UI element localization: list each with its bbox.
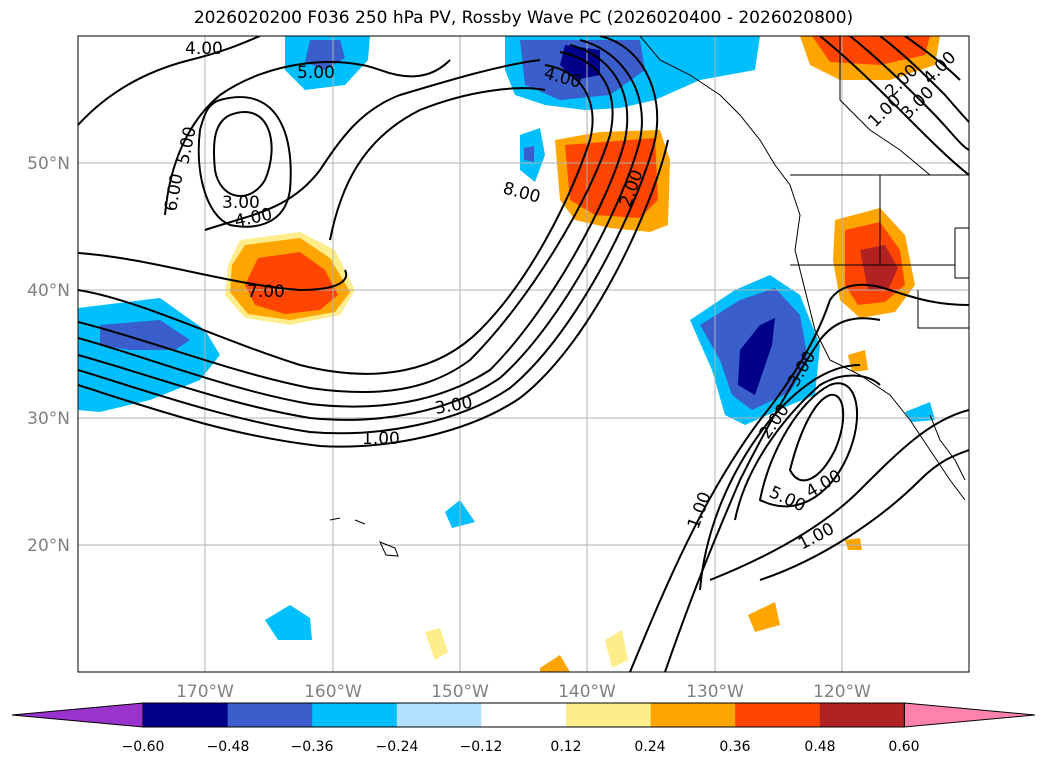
colorbar-box bbox=[650, 703, 736, 727]
colorbar-box bbox=[735, 703, 821, 727]
colorbar-extend-max bbox=[903, 702, 1036, 728]
colorbar-ticks: −0.60 −0.48 −0.36 −0.24 −0.12 0.12 0.24 … bbox=[122, 739, 920, 755]
contour-label: 7.00 bbox=[247, 282, 285, 302]
map-title: 2026020200 F036 250 hPa PV, Rossby Wave … bbox=[193, 8, 854, 28]
colorbar: −0.60 −0.48 −0.36 −0.24 −0.12 0.12 0.24 … bbox=[11, 702, 1036, 755]
colorbar-tick-label: −0.24 bbox=[376, 739, 419, 755]
colorbar-tick-label: 0.12 bbox=[550, 739, 581, 755]
coastlines bbox=[329, 36, 969, 557]
contour-label: 1.00 bbox=[362, 429, 400, 449]
colorbar-tick-label: 0.36 bbox=[719, 739, 750, 755]
latitude-labels: 50°N 40°N 30°N 20°N bbox=[27, 154, 70, 556]
lat-label: 50°N bbox=[27, 154, 70, 174]
lon-label: 170°W bbox=[176, 682, 234, 702]
colorbar-extend-min bbox=[11, 702, 144, 728]
lon-label: 120°W bbox=[813, 682, 871, 702]
colorbar-box bbox=[819, 703, 905, 727]
lon-label: 160°W bbox=[304, 682, 362, 702]
colorbar-box bbox=[312, 703, 398, 727]
colorbar-box bbox=[143, 703, 229, 727]
lon-label: 150°W bbox=[431, 682, 489, 702]
colorbar-tick-label: 0.24 bbox=[634, 739, 665, 755]
pv-contours bbox=[78, 36, 969, 672]
colorbar-boxes bbox=[11, 702, 1036, 728]
contour-label: 5.00 bbox=[297, 63, 335, 83]
colorbar-box bbox=[481, 703, 567, 727]
pv-anomaly-shading bbox=[78, 36, 940, 672]
colorbar-tick-label: −0.48 bbox=[207, 739, 250, 755]
colorbar-tick-label: 0.60 bbox=[888, 739, 919, 755]
colorbar-tick-label: −0.36 bbox=[291, 739, 334, 755]
colorbar-tick-label: 0.48 bbox=[804, 739, 835, 755]
gridlines bbox=[78, 36, 969, 672]
lon-label: 140°W bbox=[558, 682, 616, 702]
colorbar-tick-label: −0.12 bbox=[460, 739, 503, 755]
colorbar-box bbox=[566, 703, 652, 727]
contour-label: 3.00 bbox=[222, 193, 260, 213]
colorbar-tick-label: −0.60 bbox=[122, 739, 165, 755]
lat-label: 20°N bbox=[27, 536, 70, 556]
colorbar-outline bbox=[142, 702, 905, 728]
lon-label: 130°W bbox=[686, 682, 744, 702]
map-frame bbox=[77, 35, 970, 673]
lat-label: 30°N bbox=[27, 409, 70, 429]
longitude-labels: 170°W 160°W 150°W 140°W 130°W 120°W bbox=[176, 682, 871, 702]
contour-label: 4.00 bbox=[185, 39, 223, 59]
colorbar-box bbox=[396, 703, 482, 727]
colorbar-box bbox=[227, 703, 313, 727]
lat-label: 40°N bbox=[27, 281, 70, 301]
